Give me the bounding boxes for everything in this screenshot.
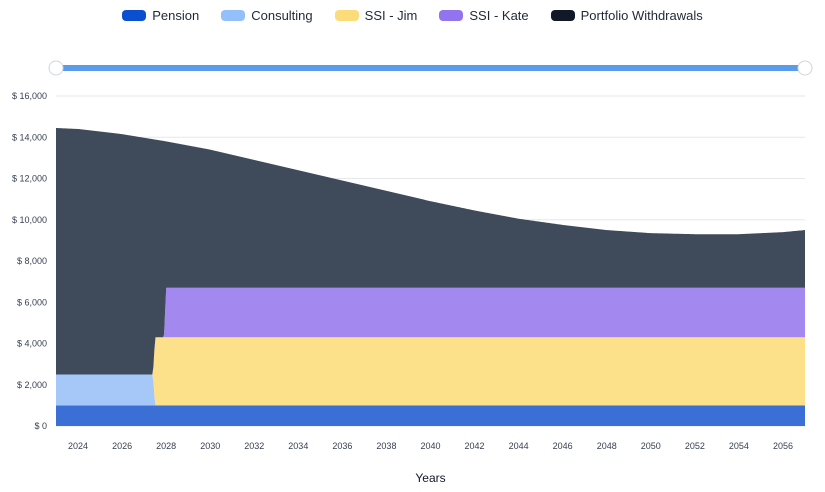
x-tick-label: 2056: [773, 441, 793, 451]
x-tick-label: 2028: [156, 441, 176, 451]
y-tick-label: $ 16,000: [12, 91, 47, 101]
legend-swatch: [221, 10, 246, 21]
x-axis-title: Years: [415, 471, 445, 485]
legend-item-pension[interactable]: Pension: [122, 8, 199, 23]
legend-label: SSI - Kate: [469, 8, 529, 23]
legend-label: SSI - Jim: [364, 8, 418, 23]
x-tick-label: 2034: [288, 441, 308, 451]
x-tick-label: 2048: [597, 441, 617, 451]
legend-label: Pension: [152, 8, 200, 23]
legend-swatch: [550, 10, 575, 21]
area-ssi-kate: [56, 287, 805, 375]
area-pension: [56, 405, 805, 426]
x-tick-label: 2026: [112, 441, 132, 451]
area-ssi-jim: [56, 337, 805, 406]
chart-legend: Pension Consulting SSI - Jim SSI - Kate Port…: [0, 8, 825, 23]
legend-item-portfolio-withdrawals[interactable]: Portfolio Withdrawals: [550, 8, 703, 23]
x-tick-label: 2024: [68, 441, 88, 451]
range-slider-track[interactable]: [56, 65, 805, 71]
y-tick-label: $ 0: [34, 421, 47, 431]
y-tick-label: $ 6,000: [17, 297, 47, 307]
legend-item-ssi-jim[interactable]: SSI - Jim: [334, 8, 418, 23]
y-tick-label: $ 10,000: [12, 215, 47, 225]
y-tick-label: $ 8,000: [17, 256, 47, 266]
x-tick-label: 2038: [376, 441, 396, 451]
x-tick-label: 2032: [244, 441, 264, 451]
y-axis: $ 0 $ 2,000 $ 4,000 $ 6,000 $ 8,000 $ 10,000 $…: [12, 91, 47, 431]
series-areas: [56, 127, 805, 426]
legend-swatch: [122, 10, 147, 21]
legend-label: Consulting: [251, 8, 313, 23]
x-tick-label: 2036: [332, 441, 352, 451]
x-tick-label: 2042: [465, 441, 485, 451]
x-tick-label: 2052: [685, 441, 705, 451]
legend-swatch: [334, 10, 359, 21]
area-portfolio-withdrawals: [56, 127, 805, 375]
x-tick-label: 2054: [729, 441, 749, 451]
x-tick-label: 2030: [200, 441, 220, 451]
range-slider-end-handle[interactable]: [797, 60, 813, 76]
area-consulting: [56, 374, 805, 406]
legend-label: Portfolio Withdrawals: [580, 8, 703, 23]
range-slider[interactable]: [48, 60, 813, 76]
legend-item-ssi-kate[interactable]: SSI - Kate: [439, 8, 529, 23]
x-tick-label: 2050: [641, 441, 661, 451]
x-axis: 2024 2026 2028 2030 2032 2034 2036 2038 2040 2042…: [68, 441, 793, 451]
x-tick-label: 2044: [509, 441, 529, 451]
x-tick-label: 2046: [553, 441, 573, 451]
y-tick-label: $ 14,000: [12, 132, 47, 142]
y-tick-label: $ 12,000: [12, 174, 47, 184]
legend-swatch: [439, 10, 464, 21]
y-tick-label: $ 2,000: [17, 380, 47, 390]
legend-item-consulting[interactable]: Consulting: [221, 8, 313, 23]
x-tick-label: 2040: [420, 441, 440, 451]
range-slider-start-handle[interactable]: [48, 60, 64, 76]
y-tick-label: $ 4,000: [17, 339, 47, 349]
